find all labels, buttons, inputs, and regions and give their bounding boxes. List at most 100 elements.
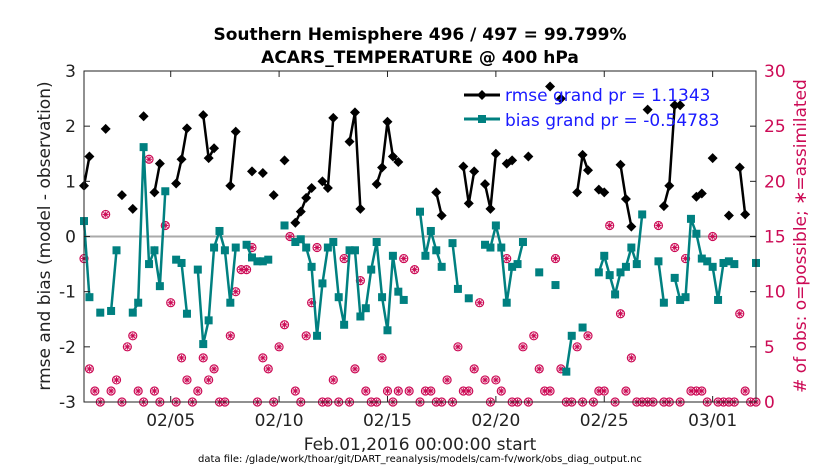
bias-line — [109, 250, 118, 312]
bias-point — [502, 298, 511, 307]
x-axis-label: Feb.01,2016 00:00:00 start — [304, 435, 537, 455]
rmse-point — [322, 182, 333, 193]
obs-possible-point — [128, 331, 138, 341]
bias-point — [421, 251, 430, 260]
obs-assimilated-point — [232, 288, 239, 295]
bias-point — [703, 257, 712, 266]
obs-assimilated-point — [400, 255, 407, 262]
obs-assimilated-point — [151, 387, 158, 394]
rmse-point — [696, 188, 707, 199]
bias-point — [670, 273, 679, 282]
legend: rmse grand pr = 1.1343 bias grand pr = -… — [464, 86, 720, 131]
rmse-point — [176, 154, 187, 165]
rmse-point — [209, 143, 220, 154]
obs-assimilated-point — [314, 244, 321, 251]
obs-assimilated-point — [698, 387, 705, 394]
obs-assimilated-point — [742, 387, 749, 394]
rmse-point — [377, 162, 388, 173]
bias-point — [659, 298, 668, 307]
obs-possible-point — [312, 242, 322, 253]
bias-point — [204, 316, 213, 325]
rmse-point — [349, 107, 360, 118]
obs-assimilated-point — [622, 387, 629, 394]
obs-assimilated-point — [146, 156, 153, 163]
bias-point — [730, 260, 739, 269]
bias-point — [150, 246, 159, 255]
obs-assimilated-point — [351, 365, 358, 372]
obs-possible-point — [106, 386, 116, 396]
obs-possible-point — [393, 386, 403, 396]
bias-point — [264, 255, 273, 264]
bias-point — [708, 262, 717, 271]
bias-point — [383, 326, 392, 335]
rmse-point — [230, 126, 241, 137]
rmse-line — [738, 167, 747, 215]
bias-point — [605, 271, 614, 280]
legend-rmse-marker — [477, 90, 487, 100]
bias-point — [193, 265, 202, 274]
bias-point — [578, 323, 587, 332]
bias-point — [161, 187, 170, 196]
y-axis-right-label: # of obs: o=possible; ∗=assimilated — [791, 79, 811, 393]
legend-rmse-label: rmse grand pr = 1.1343 — [505, 86, 710, 106]
obs-possible-point — [680, 253, 691, 264]
bias-point — [318, 279, 327, 288]
obs-assimilated-point — [693, 387, 700, 394]
obs-assimilated-point — [585, 332, 591, 339]
obs-assimilated-point — [91, 387, 98, 394]
bias-point — [220, 246, 229, 255]
bias-point — [681, 293, 690, 302]
bias-point — [210, 243, 219, 252]
rmse-point — [317, 176, 328, 187]
obs-assimilated-point — [406, 387, 413, 394]
obs-assimilated-point — [167, 299, 174, 306]
bias-point — [291, 238, 300, 247]
obs-possible-point — [534, 364, 544, 374]
bias-point — [307, 262, 316, 271]
rmse-point — [463, 198, 474, 209]
bias-point — [567, 331, 576, 340]
rmse-point — [295, 206, 306, 217]
rmse-point — [344, 136, 355, 147]
rmse-point — [138, 111, 149, 122]
obs-assimilated-point — [601, 387, 608, 394]
bias-point — [329, 238, 338, 247]
bias-point — [697, 254, 706, 263]
obs-possible-point — [193, 386, 203, 396]
rmse-point — [328, 112, 339, 123]
obs-assimilated-point — [427, 387, 434, 394]
y-right-tick-label: 0 — [764, 393, 775, 413]
rmse-point — [382, 116, 393, 127]
y-right-tick-label: 10 — [764, 283, 786, 303]
obs-assimilated-point — [384, 387, 391, 394]
bias-point — [491, 221, 500, 230]
bias-point — [448, 239, 457, 248]
rmse-line — [153, 163, 162, 193]
rmse-point — [436, 210, 447, 221]
bias-point — [231, 243, 240, 252]
obs-assimilated-point — [655, 222, 662, 229]
bias-point — [518, 238, 527, 247]
y-tick-label: 2 — [65, 117, 76, 137]
bias-point — [226, 298, 235, 307]
legend-bias-marker — [478, 115, 486, 123]
bias-point — [323, 243, 332, 252]
bias-point — [177, 258, 186, 267]
obs-possible-point — [475, 298, 485, 308]
rmse-point — [485, 203, 496, 214]
obs-possible-point — [328, 375, 338, 385]
rmse-point — [301, 192, 312, 203]
bias-point — [508, 262, 517, 271]
rmse-point — [642, 104, 653, 115]
rmse-point — [279, 155, 290, 166]
y-right-tick-label: 15 — [764, 228, 786, 248]
bias-point — [432, 246, 441, 255]
obs-possible-point — [442, 375, 452, 385]
obs-assimilated-point — [454, 343, 461, 350]
y-right-tick-label: 20 — [764, 172, 786, 192]
obs-possible-point — [301, 331, 311, 341]
obs-assimilated-point — [519, 343, 526, 350]
rmse-point — [306, 182, 317, 193]
rmse-point — [116, 190, 127, 201]
